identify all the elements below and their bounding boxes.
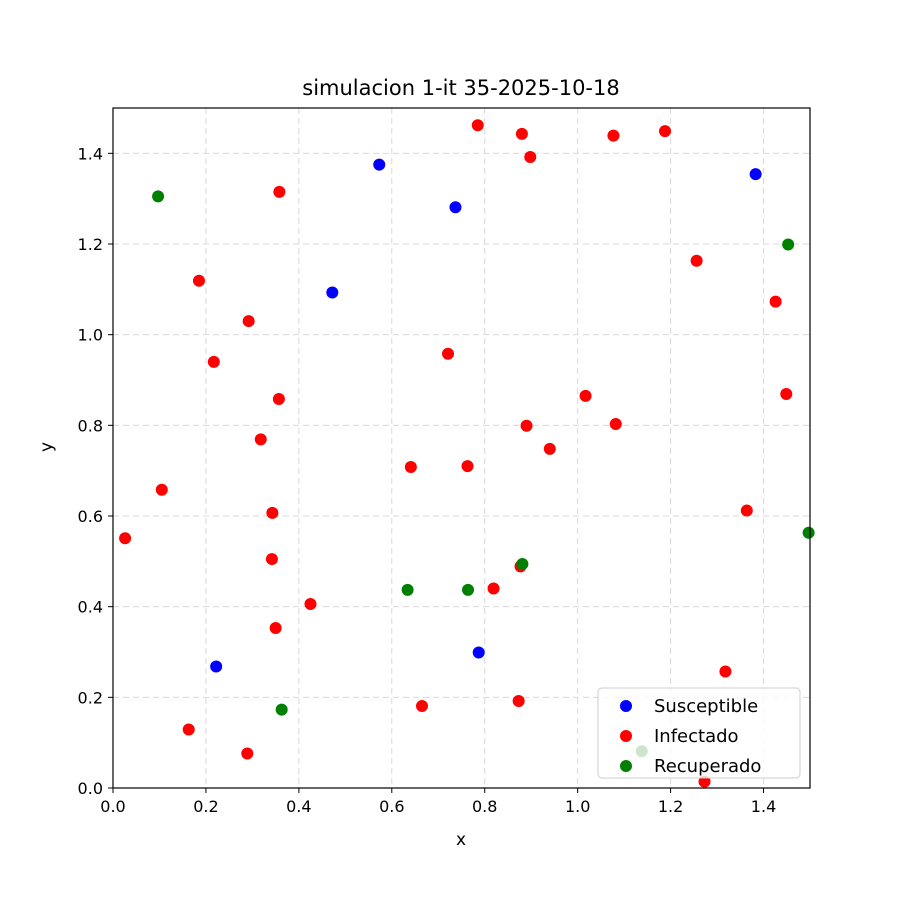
y-tick-label: 0.0: [78, 779, 103, 798]
point-infectado: [740, 504, 753, 517]
point-infectado: [241, 747, 254, 760]
x-tick-label: 1.2: [658, 797, 683, 816]
point-susceptible: [373, 158, 386, 171]
point-infectado: [487, 582, 500, 595]
point-infectado: [272, 393, 285, 406]
legend-label-susceptible: Susceptible: [654, 696, 758, 717]
point-susceptible: [749, 168, 762, 181]
point-recuperado: [802, 526, 815, 539]
y-tick-label: 1.0: [78, 326, 103, 345]
legend: Susceptible Infectado Recuperado: [597, 687, 801, 779]
x-tick-label: 0.4: [286, 797, 311, 816]
point-infectado: [659, 125, 672, 138]
point-infectado: [304, 597, 317, 610]
y-tick-label: 0.6: [78, 507, 103, 526]
point-infectado: [524, 150, 537, 163]
x-tick-label: 1.4: [751, 797, 776, 816]
point-infectado: [690, 254, 703, 267]
point-infectado: [543, 442, 556, 455]
point-infectado: [273, 185, 286, 198]
point-infectado: [266, 506, 279, 519]
point-infectado: [520, 419, 533, 432]
plot-frame: [112, 107, 811, 789]
point-recuperado: [516, 558, 529, 571]
y-tick-label: 0.8: [78, 416, 103, 435]
x-tick-label: 0.2: [193, 797, 218, 816]
y-tick-label: 1.4: [78, 144, 103, 163]
point-infectado: [579, 389, 592, 402]
point-infectado: [265, 553, 278, 566]
point-infectado: [512, 694, 525, 707]
y-tick-label: 0.2: [78, 688, 103, 707]
chart-title: simulacion 1-it 35-2025-10-18: [302, 76, 619, 100]
y-tick-label: 1.2: [78, 235, 103, 254]
legend-box: [597, 687, 801, 779]
point-infectado: [269, 621, 282, 634]
x-axis-label: x: [456, 830, 466, 850]
point-susceptible: [472, 646, 485, 659]
point-infectado: [242, 315, 255, 328]
x-tick-label: 1.0: [565, 797, 590, 816]
point-infectado: [515, 127, 528, 140]
point-susceptible: [210, 660, 223, 673]
point-infectado: [769, 295, 782, 308]
x-tick-label: 0.6: [379, 797, 404, 816]
point-infectado: [698, 775, 711, 788]
y-axis-label: y: [37, 442, 57, 452]
point-infectado: [780, 388, 793, 401]
legend-marker-recuperado: [620, 760, 632, 772]
legend-marker-infectado: [620, 730, 632, 742]
point-infectado: [155, 483, 168, 496]
point-infectado: [719, 665, 732, 678]
point-infectado: [119, 532, 132, 545]
axis-ticks: 0.0 0.2 0.4 0.6 0.8 1.0 1.2 1.4 0.0 0.2 0.4 0.6 0.8 1…: [78, 144, 777, 816]
point-recuperado: [152, 190, 165, 203]
point-infectado: [404, 461, 417, 474]
point-recuperado: [782, 238, 795, 251]
y-tick-label: 0.4: [78, 598, 103, 617]
data-points: [119, 119, 815, 788]
point-infectado: [207, 355, 220, 368]
point-infectado: [442, 347, 455, 360]
point-infectado: [254, 433, 267, 446]
point-infectado: [607, 129, 620, 142]
legend-label-infectado: Infectado: [654, 726, 739, 747]
x-tick-label: 0.8: [472, 797, 497, 816]
point-infectado: [609, 417, 622, 430]
legend-label-recuperado: Recuperado: [654, 756, 761, 777]
point-infectado: [182, 723, 195, 736]
point-infectado: [192, 274, 205, 287]
point-infectado: [471, 119, 484, 132]
point-recuperado: [401, 583, 414, 596]
x-tick-label: 0.0: [100, 797, 125, 816]
point-susceptible: [326, 286, 339, 299]
point-recuperado: [462, 583, 475, 596]
point-recuperado: [275, 703, 288, 716]
point-susceptible: [449, 201, 462, 214]
point-infectado: [416, 699, 429, 712]
point-infectado: [461, 460, 474, 473]
legend-marker-susceptible: [620, 700, 632, 712]
